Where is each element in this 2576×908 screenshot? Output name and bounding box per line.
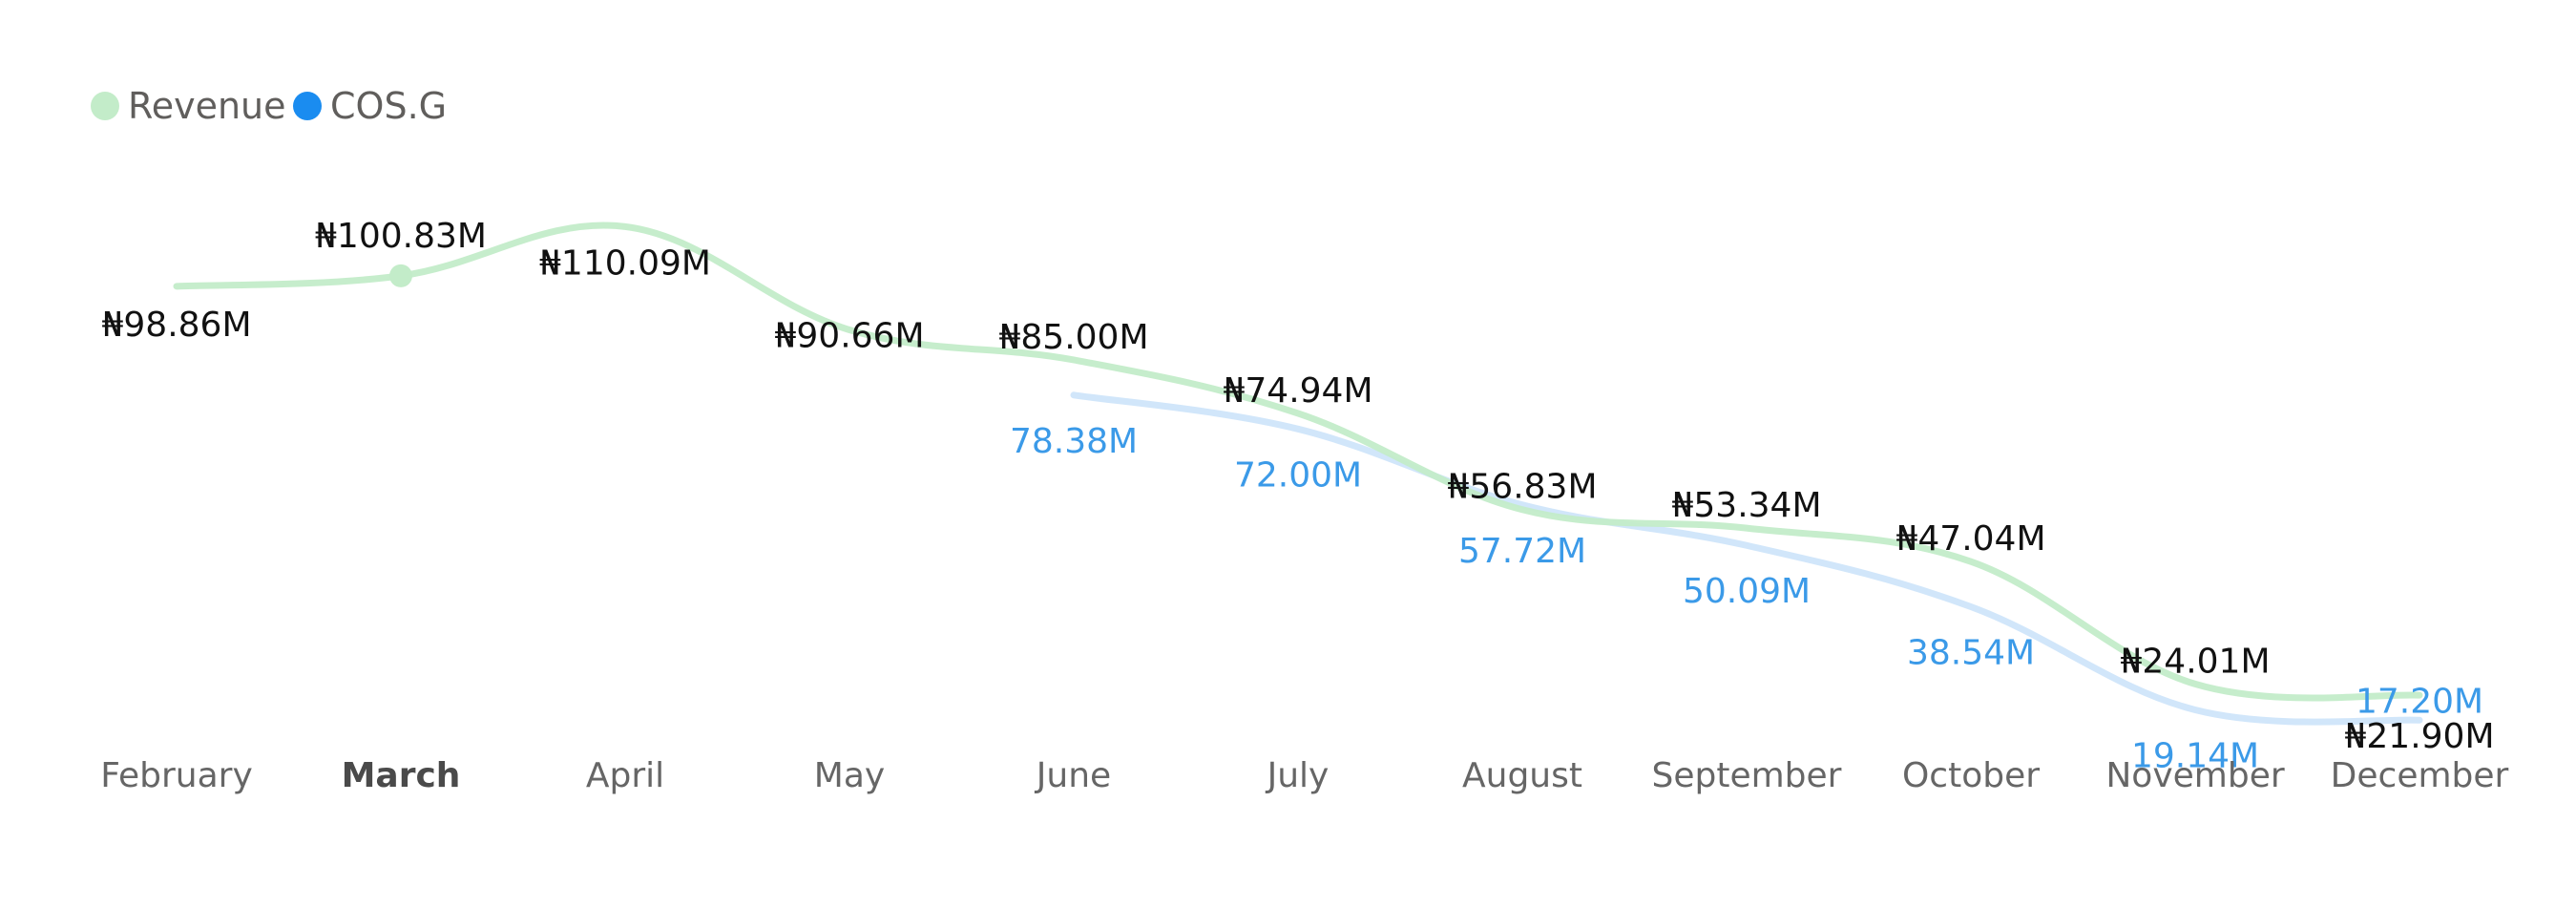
- data-label-revenue-november: ₦24.01M: [2120, 642, 2270, 681]
- x-tick-label-september: September: [1652, 756, 1842, 795]
- data-label-revenue-march: ₦100.83M: [315, 217, 487, 256]
- data-label-revenue-december: ₦21.90M: [2344, 717, 2494, 756]
- legend-swatch-cos-g: [293, 92, 322, 120]
- x-tick-label-october: October: [1902, 756, 2040, 795]
- x-tick-label-april: April: [586, 756, 664, 795]
- legend-swatch-revenue: [91, 92, 119, 120]
- data-labels: ₦98.86M ₦100.83M ₦110.09M ₦90.66M ₦85.00M ₦74…: [101, 217, 2494, 776]
- x-tick-label-july: July: [1266, 756, 1330, 795]
- x-tick-label-february: February: [100, 756, 253, 795]
- legend: Revenue COS.G: [91, 85, 447, 127]
- series-line-cos-g[interactable]: [1070, 391, 2423, 726]
- x-axis: February March April May June July August Septe…: [100, 756, 2508, 795]
- legend-label-cos-g[interactable]: COS.G: [330, 85, 447, 127]
- legend-label-revenue[interactable]: Revenue: [128, 85, 286, 127]
- x-tick-label-december: December: [2331, 756, 2509, 795]
- data-label-revenue-october: ₦47.04M: [1895, 519, 2045, 559]
- data-label-revenue-may: ₦90.66M: [774, 316, 924, 355]
- x-tick-label-november: November: [2105, 756, 2284, 795]
- data-label-revenue-april: ₦110.09M: [539, 243, 711, 283]
- data-label-revenue-july: ₦74.94M: [1223, 371, 1372, 411]
- point-marker-revenue-march[interactable]: [389, 264, 412, 287]
- data-label-cos-g-november: 19.14M: [2131, 736, 2259, 775]
- data-label-cos-g-august: 57.72M: [1458, 532, 1586, 571]
- data-label-cos-g-december: 17.20M: [2356, 682, 2483, 721]
- data-label-cos-g-october: 38.54M: [1907, 634, 2035, 673]
- data-label-cos-g-july: 72.00M: [1234, 455, 1362, 495]
- x-tick-label-march: March: [342, 756, 461, 795]
- x-tick-label-may: May: [814, 756, 885, 795]
- data-label-revenue-august: ₦56.83M: [1447, 468, 1597, 507]
- x-tick-label-august: August: [1462, 756, 1582, 795]
- data-label-cos-g-september: 50.09M: [1683, 572, 1811, 611]
- data-label-revenue-june: ₦85.00M: [998, 318, 1148, 357]
- data-label-cos-g-june: 78.38M: [1010, 422, 1138, 461]
- series-line-revenue[interactable]: [173, 222, 2423, 702]
- data-label-revenue-february: ₦98.86M: [101, 306, 251, 345]
- series-markers: [389, 264, 412, 287]
- data-label-revenue-september: ₦53.34M: [1671, 486, 1821, 525]
- series-lines: [173, 222, 2423, 726]
- x-tick-label-june: June: [1035, 756, 1111, 795]
